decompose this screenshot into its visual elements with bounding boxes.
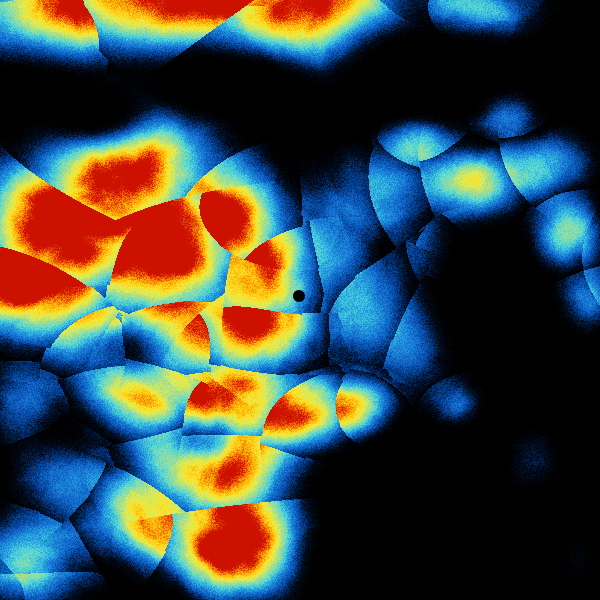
satellite-image-viewer[interactable] <box>0 0 600 600</box>
false-color-field-canvas <box>0 0 600 600</box>
